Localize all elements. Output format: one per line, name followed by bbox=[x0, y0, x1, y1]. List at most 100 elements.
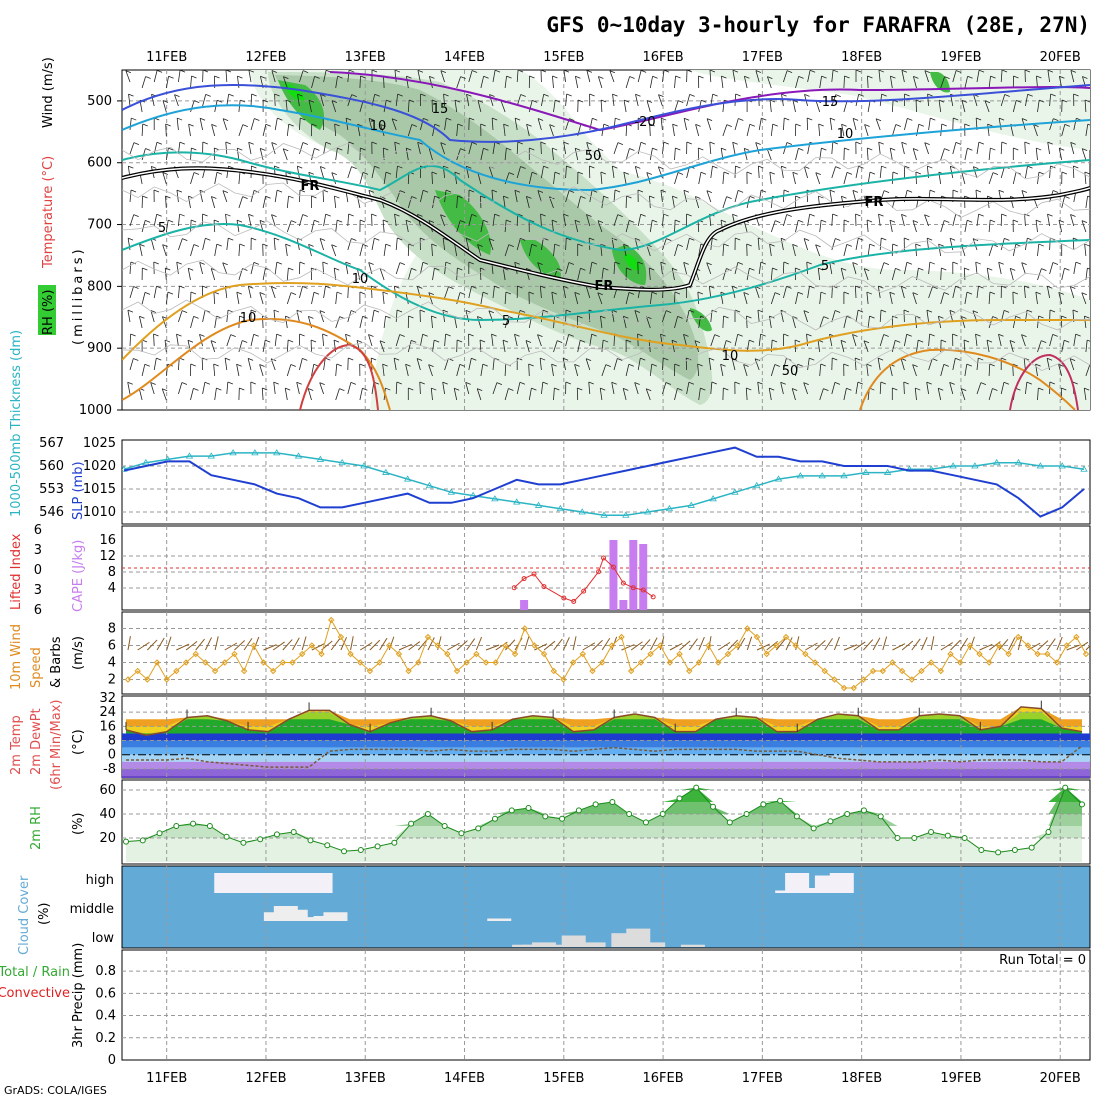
wind-barb-flag bbox=[190, 219, 197, 223]
wind-barb bbox=[769, 244, 772, 257]
wind-barb-flag bbox=[706, 118, 713, 121]
wind-barb bbox=[976, 382, 982, 395]
wind-barb-flag bbox=[514, 333, 520, 337]
wind-barb bbox=[843, 316, 847, 329]
wind-barb bbox=[528, 388, 532, 401]
wind-barb bbox=[852, 334, 857, 347]
wind10-marker bbox=[608, 642, 616, 649]
wind-barb-flag bbox=[422, 189, 429, 193]
wind-barb bbox=[539, 358, 542, 371]
wind-barb bbox=[296, 166, 300, 179]
wind-barb bbox=[525, 340, 530, 353]
wind-barb-flag bbox=[1001, 213, 1007, 217]
wind-barb bbox=[988, 172, 994, 185]
x-tick-label: 16FEB bbox=[643, 1071, 684, 1086]
wind-barb bbox=[698, 316, 701, 329]
wind-barb bbox=[153, 286, 157, 299]
wind10-marker bbox=[569, 659, 577, 666]
wind-barb bbox=[1047, 214, 1050, 227]
cape-bar bbox=[629, 540, 638, 610]
wind-barb-flag bbox=[551, 219, 558, 223]
wind-barb-flag bbox=[494, 70, 501, 73]
wind-barb bbox=[468, 358, 472, 371]
wind-barb-flag bbox=[634, 238, 641, 241]
wind-barb-flag bbox=[397, 237, 403, 241]
wind-barb-flag bbox=[577, 315, 583, 319]
wind-barb-flag bbox=[302, 357, 308, 361]
wind-barb bbox=[988, 388, 993, 401]
wind-barb bbox=[551, 220, 554, 233]
wind-barb bbox=[504, 388, 509, 401]
wind-barb bbox=[165, 123, 167, 137]
wind-barb-flag bbox=[992, 388, 998, 391]
wind-barb bbox=[660, 262, 663, 275]
wind-barb bbox=[379, 340, 385, 353]
wind-barb-flag bbox=[240, 99, 246, 103]
wind-barb bbox=[843, 388, 847, 401]
wind10-barb bbox=[369, 639, 381, 651]
wind-barb bbox=[551, 292, 554, 305]
wind10-barb bbox=[911, 638, 921, 651]
y-tick-label: 1000 bbox=[79, 403, 112, 418]
rh2m-units: (%) bbox=[71, 813, 86, 836]
wind10-tick-label: 6 bbox=[108, 639, 116, 654]
wind-barb-flag bbox=[963, 339, 970, 343]
wind-barb-flag bbox=[798, 219, 804, 223]
temp-tick-label: 8 bbox=[108, 734, 116, 749]
wind-barb-flag bbox=[829, 189, 836, 193]
wind-barb bbox=[988, 292, 991, 305]
wind-barb bbox=[368, 118, 373, 131]
wind-barb bbox=[286, 340, 289, 353]
wind-barb-flag bbox=[992, 172, 999, 176]
wind-barb bbox=[226, 94, 230, 107]
wind-barb-flag bbox=[757, 309, 764, 313]
wind-barb bbox=[299, 142, 304, 155]
wind-barb bbox=[335, 76, 338, 89]
rh-tick-label: 60 bbox=[99, 783, 116, 798]
wind-barb bbox=[286, 196, 289, 209]
contour-line bbox=[122, 318, 391, 410]
wind-barb bbox=[855, 238, 859, 251]
wind-barb-flag bbox=[156, 70, 163, 73]
wind-barb-flag bbox=[446, 117, 452, 121]
wind-barb bbox=[792, 100, 796, 113]
wind-barb bbox=[795, 76, 799, 89]
wind-barb-flag bbox=[663, 357, 669, 361]
wind-barb-flag bbox=[459, 364, 465, 367]
wind-barb-flag bbox=[746, 171, 753, 175]
wind-barb-flag bbox=[852, 262, 858, 265]
wind-barb-flag bbox=[688, 309, 695, 313]
wind-barb-flag bbox=[259, 292, 265, 295]
wind10-marker bbox=[802, 650, 809, 658]
wind-barb-flag bbox=[371, 141, 377, 145]
wind-barb bbox=[891, 268, 896, 281]
wind-barb-flag bbox=[454, 387, 460, 391]
contour-label: 10 bbox=[240, 311, 257, 326]
rh-contour-line bbox=[122, 342, 1090, 372]
wind-barb bbox=[662, 214, 665, 227]
rh-line bbox=[123, 784, 1085, 856]
wind-barb bbox=[214, 244, 218, 257]
wind-barb bbox=[504, 76, 507, 89]
wind10-barb bbox=[775, 638, 786, 651]
contour-label: 5 bbox=[158, 221, 166, 236]
x-tick-label: 18FEB bbox=[841, 1071, 882, 1086]
wind-barb-flag bbox=[142, 267, 148, 271]
wind-barb-flag bbox=[944, 220, 950, 223]
wind-barb-flag bbox=[955, 357, 961, 361]
wind-barb bbox=[817, 340, 821, 353]
wind-barb bbox=[347, 285, 349, 299]
wind-barb-flag bbox=[168, 219, 174, 223]
wind-barb-flag bbox=[840, 339, 847, 343]
wind-barb-flag bbox=[927, 93, 933, 97]
wind-barb bbox=[565, 262, 570, 275]
wind10-barb bbox=[979, 643, 993, 651]
wind-barb-flag bbox=[781, 93, 787, 97]
wind-barb-flag bbox=[162, 100, 169, 103]
upper-air-ylabel: RH (%) Temperature (°C) Wind (m/s) (mill… bbox=[38, 57, 86, 345]
wind-barb-flag bbox=[1012, 219, 1019, 223]
wind-barb bbox=[710, 382, 713, 395]
wind-barb bbox=[226, 334, 232, 347]
